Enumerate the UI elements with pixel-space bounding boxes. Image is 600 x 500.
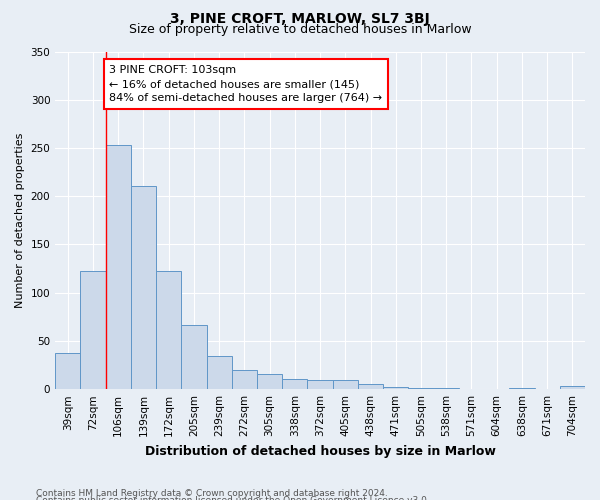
Bar xyxy=(106,145,131,389)
Bar xyxy=(434,388,459,389)
X-axis label: Distribution of detached houses by size in Marlow: Distribution of detached houses by size … xyxy=(145,444,496,458)
Bar xyxy=(80,270,106,389)
Text: Contains HM Land Registry data © Crown copyright and database right 2024.: Contains HM Land Registry data © Crown c… xyxy=(36,488,388,498)
Text: 3 PINE CROFT: 103sqm
← 16% of detached houses are smaller (145)
84% of semi-deta: 3 PINE CROFT: 103sqm ← 16% of detached h… xyxy=(109,65,383,103)
Bar xyxy=(409,388,434,389)
Bar xyxy=(206,356,232,389)
Bar xyxy=(282,378,307,389)
Bar xyxy=(55,354,80,389)
Y-axis label: Number of detached properties: Number of detached properties xyxy=(15,132,25,308)
Bar xyxy=(131,186,156,389)
Bar xyxy=(232,370,257,389)
Bar xyxy=(181,324,206,389)
Bar xyxy=(560,386,585,389)
Bar xyxy=(332,380,358,389)
Text: Contains public sector information licensed under the Open Government Licence v3: Contains public sector information licen… xyxy=(36,496,430,500)
Text: 3, PINE CROFT, MARLOW, SL7 3BJ: 3, PINE CROFT, MARLOW, SL7 3BJ xyxy=(170,12,430,26)
Bar xyxy=(358,384,383,389)
Bar xyxy=(509,388,535,389)
Bar xyxy=(307,380,332,389)
Bar xyxy=(257,374,282,389)
Text: Size of property relative to detached houses in Marlow: Size of property relative to detached ho… xyxy=(128,22,472,36)
Bar xyxy=(383,388,409,389)
Bar xyxy=(156,270,181,389)
